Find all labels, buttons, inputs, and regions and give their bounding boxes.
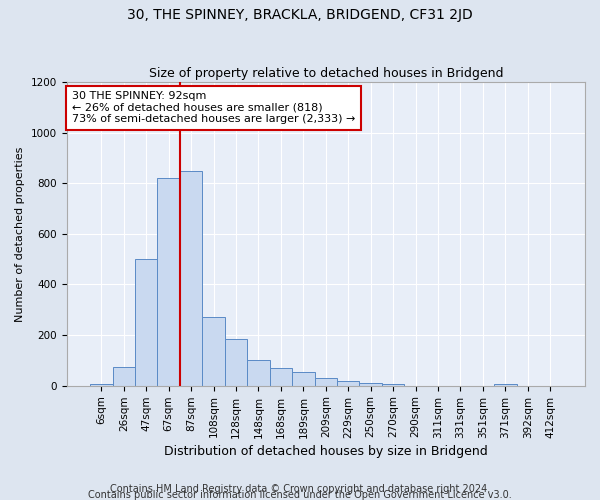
Text: Contains public sector information licensed under the Open Government Licence v3: Contains public sector information licen…	[88, 490, 512, 500]
Bar	[247, 360, 269, 386]
Bar	[494, 384, 517, 386]
Text: Contains HM Land Registry data © Crown copyright and database right 2024.: Contains HM Land Registry data © Crown c…	[110, 484, 490, 494]
Bar	[180, 170, 202, 386]
Text: 30, THE SPINNEY, BRACKLA, BRIDGEND, CF31 2JD: 30, THE SPINNEY, BRACKLA, BRIDGEND, CF31…	[127, 8, 473, 22]
Bar	[292, 372, 314, 386]
Bar	[314, 378, 337, 386]
Bar	[225, 339, 247, 386]
Title: Size of property relative to detached houses in Bridgend: Size of property relative to detached ho…	[149, 66, 503, 80]
X-axis label: Distribution of detached houses by size in Bridgend: Distribution of detached houses by size …	[164, 444, 488, 458]
Bar	[382, 384, 404, 386]
Bar	[90, 384, 113, 386]
Bar	[202, 318, 225, 386]
Bar	[135, 259, 157, 386]
Bar	[359, 382, 382, 386]
Bar	[337, 381, 359, 386]
Y-axis label: Number of detached properties: Number of detached properties	[15, 146, 25, 322]
Bar	[157, 178, 180, 386]
Text: 30 THE SPINNEY: 92sqm
← 26% of detached houses are smaller (818)
73% of semi-det: 30 THE SPINNEY: 92sqm ← 26% of detached …	[72, 91, 355, 124]
Bar	[113, 366, 135, 386]
Bar	[269, 368, 292, 386]
